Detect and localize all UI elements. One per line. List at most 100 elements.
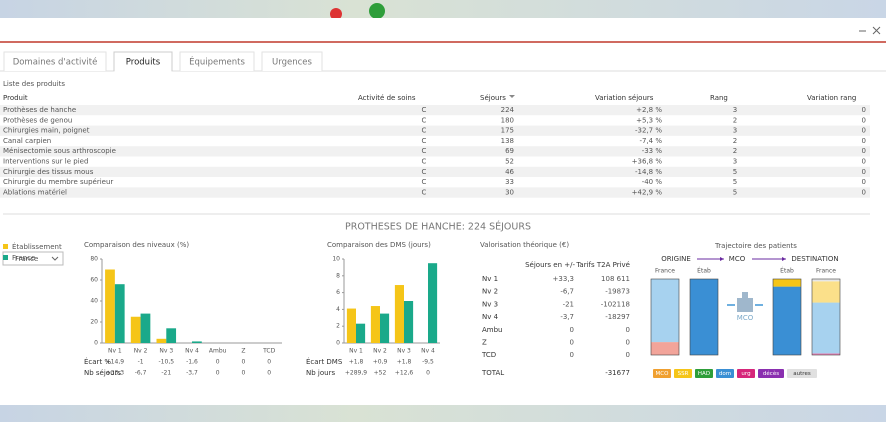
cell: 52 bbox=[505, 158, 514, 166]
row-bg[interactable] bbox=[0, 105, 870, 116]
cell: C bbox=[422, 158, 427, 166]
row-value: -9,5 bbox=[422, 359, 434, 366]
cell: 5 bbox=[733, 178, 737, 186]
cell: 0 bbox=[862, 137, 866, 145]
trajectory-segment bbox=[651, 342, 679, 355]
legend-chip-label: urg bbox=[741, 371, 750, 377]
legend-label: Établissement bbox=[12, 242, 62, 251]
row-value: 0 bbox=[267, 359, 271, 366]
valuation-label: TCD bbox=[481, 351, 496, 359]
select-value[interactable]: France bbox=[15, 255, 38, 263]
valuation-label: Ambu bbox=[482, 326, 503, 334]
trajectory-segment bbox=[812, 279, 840, 282]
trajectory-step: ORIGINE bbox=[661, 255, 691, 263]
row-value: +33,3 bbox=[106, 370, 125, 377]
x-tick-label: Nv 3 bbox=[159, 348, 173, 355]
valuation-cell: 108 611 bbox=[601, 275, 630, 283]
row-bg[interactable] bbox=[0, 135, 870, 147]
cell: -7,4 % bbox=[639, 137, 662, 145]
cell: Prothèses de genou bbox=[3, 116, 72, 124]
valuation-cell: 0 bbox=[626, 351, 630, 359]
cell: 138 bbox=[501, 137, 514, 145]
row-bg[interactable] bbox=[0, 166, 870, 178]
row-bg[interactable] bbox=[0, 115, 870, 126]
trajectory-segment bbox=[773, 279, 801, 287]
row-bg[interactable] bbox=[0, 187, 870, 198]
row-value: 0 bbox=[216, 359, 220, 366]
valuation-cell: 0 bbox=[626, 339, 630, 347]
tab[interactable] bbox=[261, 51, 323, 71]
cell: 30 bbox=[505, 188, 514, 196]
detail-title: PROTHESES DE HANCHE: 224 SÉJOURS bbox=[345, 221, 531, 233]
tab[interactable] bbox=[3, 51, 107, 71]
legend-chip bbox=[695, 369, 713, 378]
row-value: 0 bbox=[242, 359, 246, 366]
trajectory-step: MCO bbox=[729, 255, 746, 263]
cell: 224 bbox=[501, 106, 515, 114]
x-tick-label: Nv 2 bbox=[373, 348, 387, 355]
valuation-cell: -19873 bbox=[605, 288, 630, 296]
x-tick-label: Z bbox=[241, 348, 245, 355]
row-label: Nb séjours bbox=[84, 369, 121, 377]
trajectory-segment bbox=[773, 286, 801, 355]
chart-title: Comparaison des niveaux (%) bbox=[84, 241, 189, 249]
tab[interactable] bbox=[113, 51, 173, 71]
y-tick-label: 10 bbox=[332, 256, 340, 263]
cell: 46 bbox=[505, 168, 514, 176]
cell: C bbox=[422, 188, 427, 196]
cell: -33 % bbox=[642, 147, 663, 155]
cell: C bbox=[422, 137, 427, 145]
y-tick-label: 4 bbox=[336, 306, 340, 313]
column-header: Rang bbox=[710, 94, 728, 102]
column-header: Produit bbox=[3, 94, 28, 102]
tab-label[interactable]: Produits bbox=[126, 58, 161, 68]
bar-label: Étab bbox=[697, 267, 711, 275]
cell: -14,8 % bbox=[635, 168, 662, 176]
cell: C bbox=[422, 127, 427, 135]
row-bg[interactable] bbox=[0, 125, 870, 136]
map-marker bbox=[369, 3, 385, 19]
cell: Interventions sur le pied bbox=[3, 158, 88, 166]
row-bg[interactable] bbox=[0, 146, 870, 157]
arrow-head bbox=[720, 257, 724, 261]
tab-label[interactable]: Domaines d'activité bbox=[13, 57, 98, 68]
row-bg[interactable] bbox=[0, 177, 870, 188]
cell: C bbox=[422, 178, 427, 186]
tab-label[interactable]: Urgences bbox=[272, 58, 312, 68]
y-tick-label: 20 bbox=[90, 319, 98, 326]
cell: C bbox=[422, 147, 427, 155]
row-value: +1,8 bbox=[397, 359, 412, 366]
bar bbox=[380, 313, 390, 343]
valuation-header: Séjours en +/- bbox=[525, 261, 575, 269]
cell: Prothèses de hanche bbox=[3, 106, 76, 114]
select-chevron[interactable] bbox=[51, 256, 59, 261]
legend-chip bbox=[737, 369, 755, 378]
x-tick-label: Nv 1 bbox=[349, 348, 363, 355]
cell: 2 bbox=[733, 147, 737, 155]
sort-arrow[interactable] bbox=[509, 95, 515, 98]
cell: 69 bbox=[505, 147, 514, 155]
tab-label[interactable]: Équipements bbox=[189, 56, 245, 68]
cell: 175 bbox=[501, 127, 514, 135]
legend-label: France bbox=[12, 254, 35, 262]
x-tick-label: Nv 3 bbox=[397, 348, 411, 355]
row-value: 0 bbox=[426, 370, 430, 377]
tab[interactable] bbox=[179, 51, 255, 71]
close-button[interactable] bbox=[872, 26, 881, 35]
trajectory-title: Trajectoire des patients bbox=[714, 242, 797, 250]
legend-chip bbox=[787, 369, 817, 378]
legend-chip bbox=[758, 369, 784, 378]
row-value: +0,9 bbox=[373, 359, 388, 366]
cell: 0 bbox=[862, 188, 866, 196]
row-bg[interactable] bbox=[0, 156, 870, 167]
bar bbox=[356, 323, 366, 343]
trajectory-segment bbox=[651, 279, 679, 343]
legend-chip bbox=[653, 369, 671, 378]
bar-frame bbox=[772, 278, 802, 356]
column-header: Variation séjours bbox=[595, 94, 654, 102]
bar bbox=[130, 316, 141, 343]
valuation-title: Valorisation théorique (€) bbox=[480, 241, 569, 249]
cell: Ablations matériel bbox=[3, 188, 67, 196]
cell: 0 bbox=[862, 116, 866, 124]
